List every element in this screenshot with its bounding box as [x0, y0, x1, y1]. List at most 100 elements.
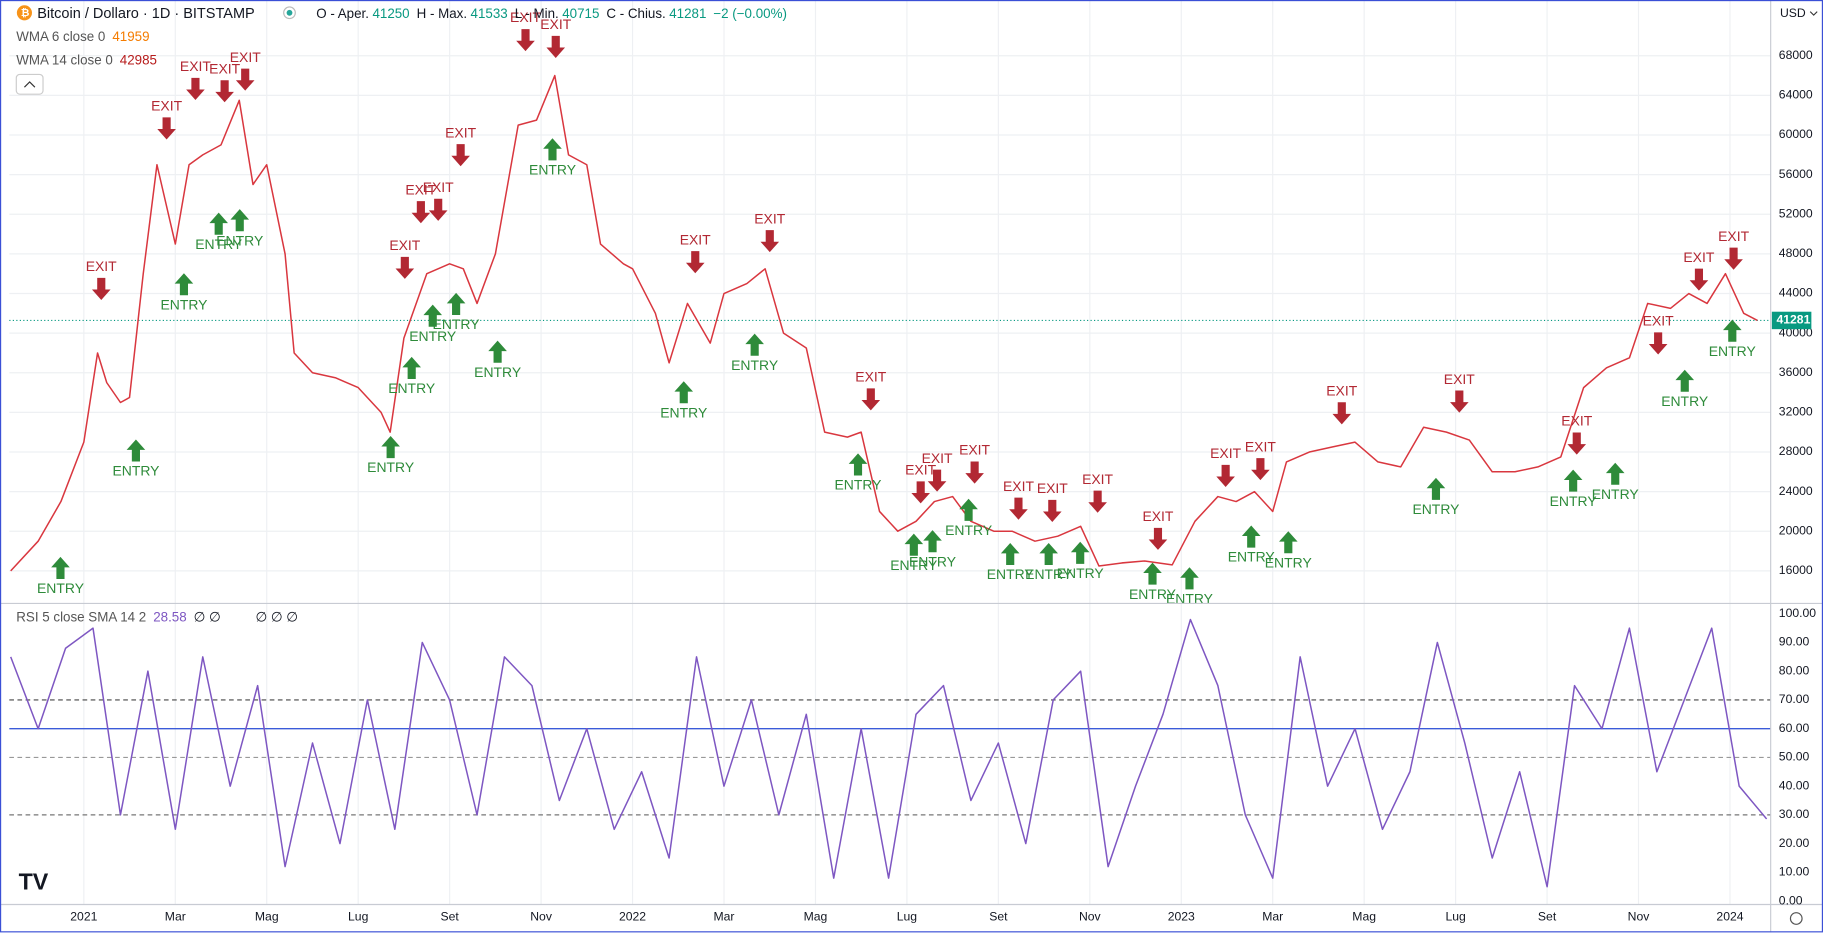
entry-arrow: [423, 304, 443, 327]
exit-arrow: [451, 144, 470, 167]
y-tick-label: 48000: [1779, 246, 1813, 260]
y-tick-label: 36000: [1779, 365, 1813, 379]
collapse-icon: [24, 81, 36, 88]
entry-label: ENTRY: [367, 459, 414, 475]
x-tick-label: 2023: [1168, 910, 1195, 924]
close-value: 41281: [669, 5, 706, 20]
entry-arrow: [745, 333, 764, 356]
exit-label: EXIT: [1683, 249, 1714, 265]
entry-label: ENTRY: [1025, 566, 1072, 582]
entry-label: ENTRY: [1166, 591, 1213, 607]
open-label: O - Aper.: [316, 5, 369, 20]
y-tick-label: 24000: [1779, 484, 1813, 498]
exit-label: EXIT: [1444, 371, 1475, 387]
exit-label: EXIT: [445, 124, 476, 140]
indicator-value: 41959: [112, 29, 149, 44]
exit-arrow: [1648, 332, 1668, 355]
y-tick-label: 50.00: [1779, 750, 1810, 764]
x-tick-label: Nov: [1079, 910, 1102, 924]
exit-arrow: [546, 35, 566, 59]
last-price-tag: [1771, 311, 1812, 330]
exit-label: EXIT: [959, 442, 990, 458]
x-tick-label: Mag: [1352, 910, 1376, 924]
entry-label: ENTRY: [112, 463, 159, 479]
entry-label: ENTRY: [660, 405, 707, 421]
exit-arrow: [861, 388, 881, 411]
entry-label: ENTRY: [1592, 486, 1639, 502]
indicator-legend: WMA 6 close 0 41959: [16, 29, 149, 44]
exit-arrow: [1009, 497, 1028, 520]
indicator-value: 42985: [120, 52, 157, 67]
exit-label: EXIT: [1142, 508, 1173, 524]
entry-arrow: [923, 530, 942, 553]
rsi-legend: RSI 5 close SMA 14 2 28.58 ∅ ∅ ∅ ∅ ∅: [16, 609, 298, 624]
symbol-line: Bitcoin / Dollaro · 1D · BITSTAMP: [37, 6, 255, 22]
currency: USD: [1780, 6, 1806, 20]
currency-box[interactable]: [1774, 2, 1819, 26]
exit-label: EXIT: [1643, 313, 1674, 329]
y-tick-label: 64000: [1779, 88, 1813, 102]
y-tick-label: 0.00: [1779, 893, 1803, 907]
exit-label: EXIT: [1003, 478, 1034, 494]
symbol-title: Bitcoin / Dollaro · 1D · BITSTAMP: [37, 6, 255, 22]
currency-caret: [1809, 11, 1818, 16]
btc-icon: [16, 5, 32, 21]
entry-label: ENTRY: [37, 580, 84, 596]
y-tick-label: 60000: [1779, 127, 1813, 141]
entry-label: ENTRY: [1412, 501, 1459, 517]
entry-label: ENTRY: [195, 236, 242, 252]
exit-arrow: [157, 117, 176, 140]
x-tick-label: Nov: [1628, 910, 1651, 924]
exit-arrow: [215, 80, 234, 103]
indicator-name: WMA 14 close 0: [16, 52, 113, 67]
exit-label: EXIT: [754, 210, 785, 226]
exit-label: EXIT: [230, 49, 261, 65]
plot: EXITEXITEXITEXITEXITEXITEXITEXITEXITEXIT…: [9, 9, 1771, 888]
exit-label: EXIT: [855, 369, 886, 385]
exit-label: EXIT: [1718, 228, 1749, 244]
entry-label: ENTRY: [1228, 549, 1275, 565]
exit-arrow: [760, 230, 780, 253]
series-line: [10, 74, 1758, 572]
y-tick-label: 30.00: [1779, 807, 1810, 821]
settings-icon[interactable]: [1789, 912, 1803, 925]
entry-arrow: [543, 138, 562, 161]
exit-label: EXIT: [510, 9, 541, 25]
entry-label: ENTRY: [834, 477, 881, 493]
open-value: 41250: [372, 5, 409, 20]
entry-label: ENTRY: [987, 566, 1034, 582]
entry-arrow: [1675, 369, 1695, 392]
change-value: −2 (−0.00%): [713, 5, 787, 20]
entry-label: ENTRY: [1057, 565, 1104, 581]
entry-arrow: [1241, 525, 1261, 548]
entry-arrow: [488, 340, 507, 363]
btc-icon-glyph: ₿: [21, 7, 30, 19]
entry-arrow: [174, 273, 194, 296]
y-tick-label: 56000: [1779, 167, 1813, 181]
entry-arrow: [674, 381, 694, 404]
y-tick-label: 28000: [1779, 444, 1813, 458]
exit-label: EXIT: [1245, 438, 1276, 454]
entry-arrow: [1605, 462, 1625, 485]
entry-label: ENTRY: [433, 316, 480, 332]
y-tick-label: 52000: [1779, 206, 1813, 220]
exit-arrow: [1148, 527, 1168, 550]
entry-label: ENTRY: [890, 557, 937, 573]
entry-label: ENTRY: [388, 380, 435, 396]
status-dot: [286, 9, 293, 16]
y-tick-label: 44000: [1779, 286, 1813, 300]
x-tick-label: Mag: [804, 910, 828, 924]
entry-label: ENTRY: [1661, 393, 1708, 409]
exit-arrow: [1251, 458, 1270, 481]
entry-arrow: [1723, 319, 1742, 342]
exit-label: EXIT: [1210, 445, 1241, 461]
high-label: H - Max.: [417, 5, 467, 20]
exit-arrow: [186, 77, 205, 100]
entry-arrow: [126, 439, 146, 462]
x-tick-label: Lug: [1445, 910, 1465, 924]
collapse-button[interactable]: [15, 73, 44, 95]
entry-label: ENTRY: [409, 328, 456, 344]
exit-label: EXIT: [1037, 480, 1068, 496]
exit-label: EXIT: [680, 231, 711, 247]
